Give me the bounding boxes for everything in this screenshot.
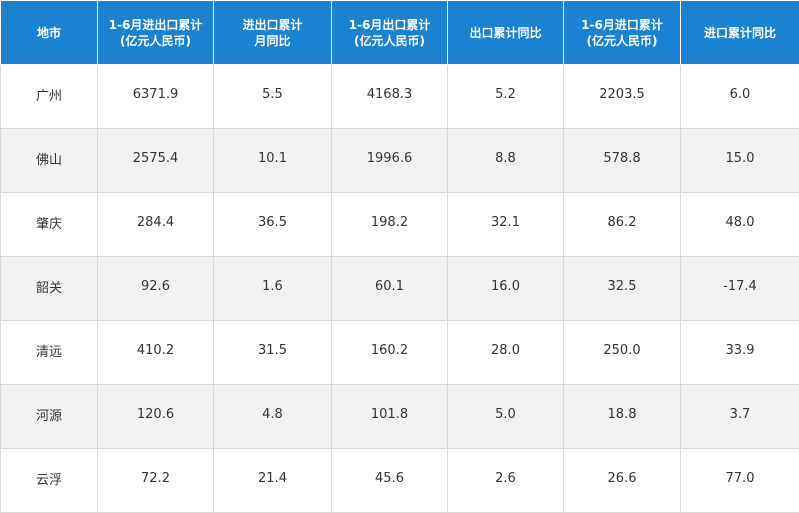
value-cell: 5.5 bbox=[214, 65, 332, 129]
header-cell: 1-6月进出口累计(亿元人民币) bbox=[98, 1, 214, 65]
city-cell: 肇庆 bbox=[1, 193, 98, 257]
value-cell: 198.2 bbox=[332, 193, 448, 257]
value-cell: 8.8 bbox=[448, 129, 564, 193]
header-text: (亿元人民币) bbox=[564, 33, 680, 49]
value-cell: 92.6 bbox=[98, 257, 214, 321]
value-cell: 120.6 bbox=[98, 385, 214, 449]
value-cell: 10.1 bbox=[214, 129, 332, 193]
value-cell: 18.8 bbox=[564, 385, 681, 449]
city-cell: 广州 bbox=[1, 65, 98, 129]
header-text: 1-6月进出口累计 bbox=[98, 17, 213, 33]
header-text: 地市 bbox=[1, 25, 97, 41]
value-cell: 72.2 bbox=[98, 449, 214, 513]
header-text: (亿元人民币) bbox=[332, 33, 447, 49]
value-cell: 32.5 bbox=[564, 257, 681, 321]
header-text: 进口累计同比 bbox=[681, 25, 799, 41]
value-cell: 2575.4 bbox=[98, 129, 214, 193]
header-cell: 1-6月出口累计(亿元人民币) bbox=[332, 1, 448, 65]
value-cell: 4.8 bbox=[214, 385, 332, 449]
header-text: 进出口累计 bbox=[214, 17, 331, 33]
header-cell: 地市 bbox=[1, 1, 98, 65]
city-cell: 韶关 bbox=[1, 257, 98, 321]
value-cell: 1.6 bbox=[214, 257, 332, 321]
value-cell: 16.0 bbox=[448, 257, 564, 321]
header-text: (亿元人民币) bbox=[98, 33, 213, 49]
header-text: 1-6月进口累计 bbox=[564, 17, 680, 33]
value-cell: 31.5 bbox=[214, 321, 332, 385]
value-cell: -17.4 bbox=[681, 257, 799, 321]
value-cell: 2.6 bbox=[448, 449, 564, 513]
value-cell: 578.8 bbox=[564, 129, 681, 193]
value-cell: 250.0 bbox=[564, 321, 681, 385]
value-cell: 33.9 bbox=[681, 321, 799, 385]
value-cell: 3.7 bbox=[681, 385, 799, 449]
value-cell: 60.1 bbox=[332, 257, 448, 321]
value-cell: 77.0 bbox=[681, 449, 799, 513]
value-cell: 5.0 bbox=[448, 385, 564, 449]
value-cell: 26.6 bbox=[564, 449, 681, 513]
value-cell: 284.4 bbox=[98, 193, 214, 257]
value-cell: 4168.3 bbox=[332, 65, 448, 129]
value-cell: 5.2 bbox=[448, 65, 564, 129]
header-text: 月同比 bbox=[214, 33, 331, 49]
value-cell: 32.1 bbox=[448, 193, 564, 257]
header-cell: 出口累计同比 bbox=[448, 1, 564, 65]
header-cell: 进口累计同比 bbox=[681, 1, 799, 65]
value-cell: 1996.6 bbox=[332, 129, 448, 193]
value-cell: 21.4 bbox=[214, 449, 332, 513]
value-cell: 410.2 bbox=[98, 321, 214, 385]
header-cell: 进出口累计月同比 bbox=[214, 1, 332, 65]
value-cell: 86.2 bbox=[564, 193, 681, 257]
value-cell: 160.2 bbox=[332, 321, 448, 385]
city-cell: 河源 bbox=[1, 385, 98, 449]
value-cell: 36.5 bbox=[214, 193, 332, 257]
header-text: 出口累计同比 bbox=[448, 25, 563, 41]
value-cell: 45.6 bbox=[332, 449, 448, 513]
city-cell: 云浮 bbox=[1, 449, 98, 513]
value-cell: 6371.9 bbox=[98, 65, 214, 129]
header-text: 1-6月出口累计 bbox=[332, 17, 447, 33]
header-cell: 1-6月进口累计(亿元人民币) bbox=[564, 1, 681, 65]
value-cell: 2203.5 bbox=[564, 65, 681, 129]
value-cell: 101.8 bbox=[332, 385, 448, 449]
city-cell: 清远 bbox=[1, 321, 98, 385]
value-cell: 15.0 bbox=[681, 129, 799, 193]
value-cell: 48.0 bbox=[681, 193, 799, 257]
value-cell: 28.0 bbox=[448, 321, 564, 385]
value-cell: 6.0 bbox=[681, 65, 799, 129]
city-cell: 佛山 bbox=[1, 129, 98, 193]
